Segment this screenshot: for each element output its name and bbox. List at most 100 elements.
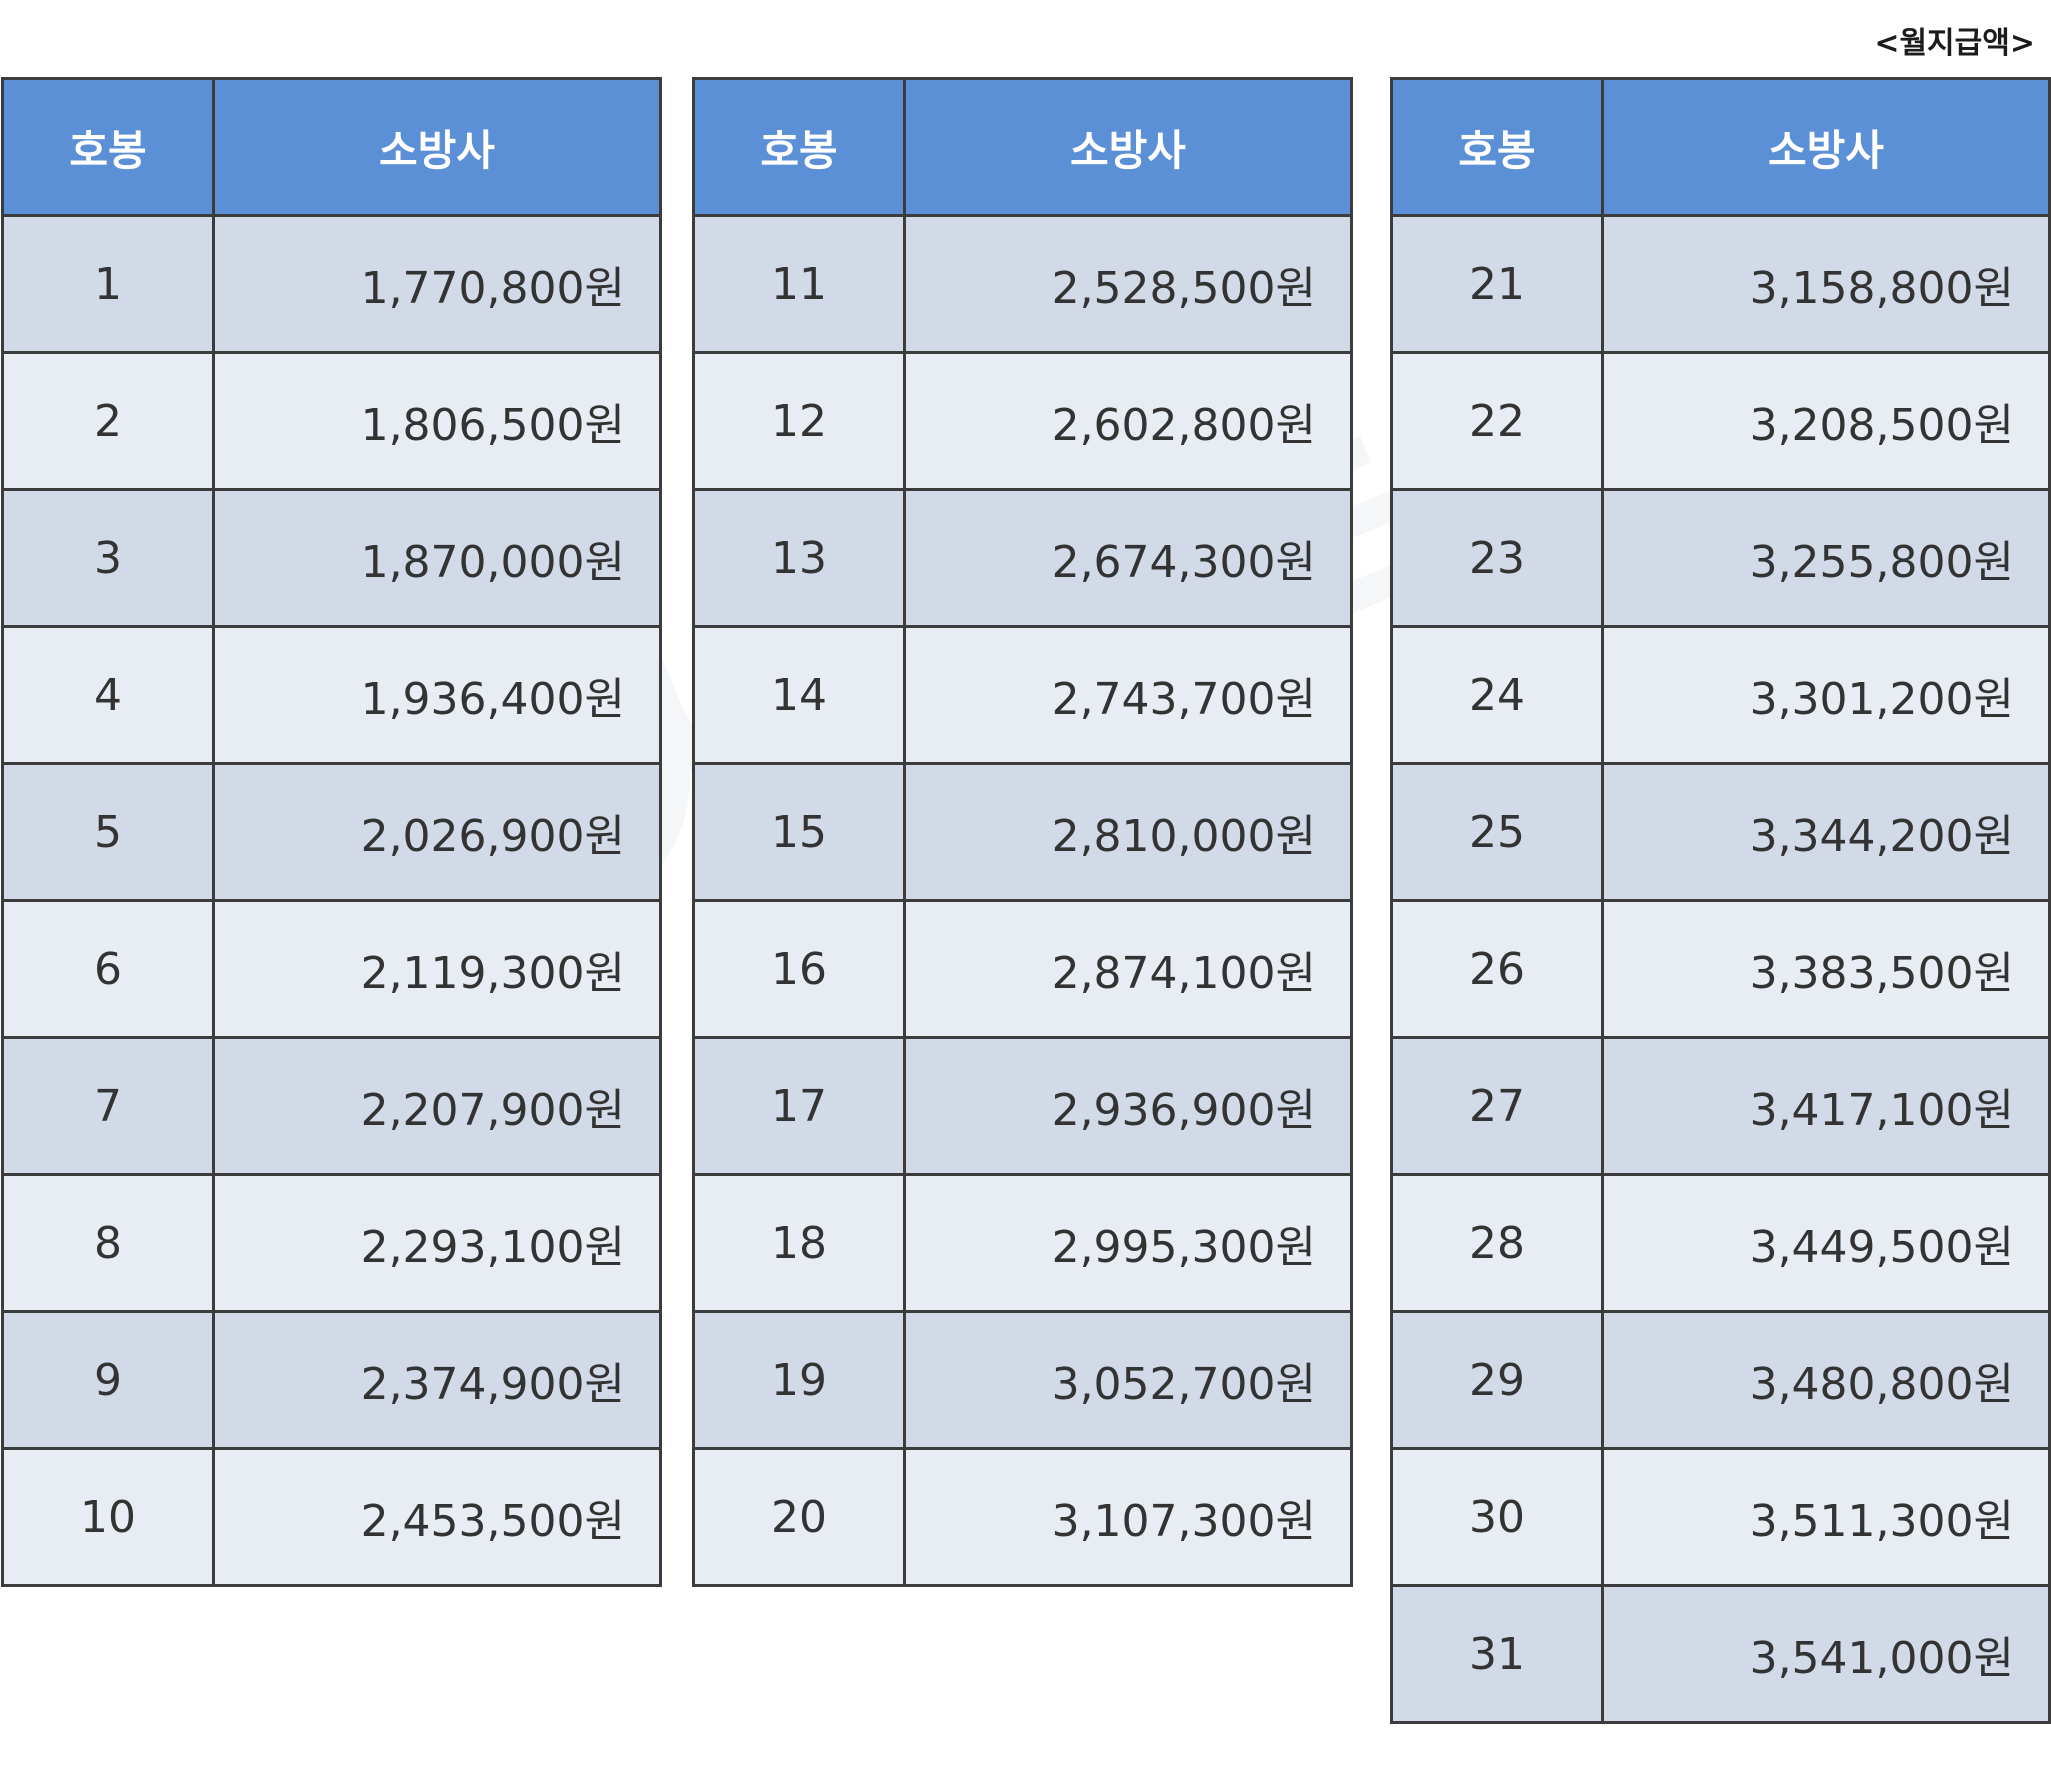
amount-cell: 3,417,100원 <box>1601 1036 2051 1176</box>
table-row: 6 2,119,300원 <box>1 899 662 1039</box>
step-cell: 16 <box>692 899 906 1039</box>
step-cell: 18 <box>692 1173 906 1313</box>
table-row: 9 2,374,900원 <box>1 1310 662 1450</box>
amount-cell: 2,743,700원 <box>903 625 1353 765</box>
step-cell: 25 <box>1390 762 1604 902</box>
table-row: 15 2,810,000원 <box>692 762 1353 902</box>
amount-cell: 2,528,500원 <box>903 214 1353 354</box>
pay-table-3: 호봉 소방사 21 3,158,800원 22 3,208,500원 23 3,255,8… <box>1390 77 2051 1724</box>
amount-cell: 3,480,800원 <box>1601 1310 2051 1450</box>
column-header-amount: 소방사 <box>212 77 662 217</box>
step-cell: 6 <box>1 899 215 1039</box>
amount-cell: 3,107,300원 <box>903 1447 1353 1587</box>
table-header-row: 호봉 소방사 <box>1 77 662 217</box>
table-row: 31 3,541,000원 <box>1390 1584 2051 1724</box>
step-cell: 4 <box>1 625 215 765</box>
amount-cell: 3,344,200원 <box>1601 762 2051 902</box>
table-row: 20 3,107,300원 <box>692 1447 1353 1587</box>
step-cell: 24 <box>1390 625 1604 765</box>
amount-cell: 3,383,500원 <box>1601 899 2051 1039</box>
amount-cell: 2,119,300원 <box>212 899 662 1039</box>
amount-cell: 2,293,100원 <box>212 1173 662 1313</box>
step-cell: 23 <box>1390 488 1604 628</box>
step-cell: 11 <box>692 214 906 354</box>
table-header-row: 호봉 소방사 <box>1390 77 2051 217</box>
step-cell: 10 <box>1 1447 215 1587</box>
step-cell: 12 <box>692 351 906 491</box>
step-cell: 31 <box>1390 1584 1604 1724</box>
step-cell: 27 <box>1390 1036 1604 1176</box>
amount-cell: 2,995,300원 <box>903 1173 1353 1313</box>
amount-cell: 3,541,000원 <box>1601 1584 2051 1724</box>
table-row: 30 3,511,300원 <box>1390 1447 2051 1587</box>
amount-cell: 3,158,800원 <box>1601 214 2051 354</box>
step-cell: 2 <box>1 351 215 491</box>
step-cell: 8 <box>1 1173 215 1313</box>
table-row: 19 3,052,700원 <box>692 1310 1353 1450</box>
step-cell: 13 <box>692 488 906 628</box>
amount-cell: 3,449,500원 <box>1601 1173 2051 1313</box>
amount-cell: 3,255,800원 <box>1601 488 2051 628</box>
amount-cell: 1,870,000원 <box>212 488 662 628</box>
amount-cell: 2,936,900원 <box>903 1036 1353 1176</box>
amount-cell: 2,026,900원 <box>212 762 662 902</box>
step-cell: 14 <box>692 625 906 765</box>
table-row: 25 3,344,200원 <box>1390 762 2051 902</box>
amount-cell: 3,511,300원 <box>1601 1447 2051 1587</box>
amount-cell: 1,770,800원 <box>212 214 662 354</box>
step-cell: 9 <box>1 1310 215 1450</box>
step-cell: 1 <box>1 214 215 354</box>
amount-cell: 2,602,800원 <box>903 351 1353 491</box>
step-cell: 19 <box>692 1310 906 1450</box>
step-cell: 21 <box>1390 214 1604 354</box>
table-row: 28 3,449,500원 <box>1390 1173 2051 1313</box>
step-cell: 22 <box>1390 351 1604 491</box>
step-cell: 7 <box>1 1036 215 1176</box>
column-header-step: 호봉 <box>1 77 215 217</box>
amount-cell: 2,453,500원 <box>212 1447 662 1587</box>
amount-cell: 3,301,200원 <box>1601 625 2051 765</box>
amount-cell: 1,936,400원 <box>212 625 662 765</box>
amount-cell: 3,052,700원 <box>903 1310 1353 1450</box>
table-row: 27 3,417,100원 <box>1390 1036 2051 1176</box>
step-cell: 15 <box>692 762 906 902</box>
amount-cell: 2,374,900원 <box>212 1310 662 1450</box>
table-row: 26 3,383,500원 <box>1390 899 2051 1039</box>
table-row: 5 2,026,900원 <box>1 762 662 902</box>
table-row: 23 3,255,800원 <box>1390 488 2051 628</box>
table-row: 4 1,936,400원 <box>1 625 662 765</box>
step-cell: 20 <box>692 1447 906 1587</box>
step-cell: 29 <box>1390 1310 1604 1450</box>
table-row: 2 1,806,500원 <box>1 351 662 491</box>
column-header-step: 호봉 <box>692 77 906 217</box>
amount-cell: 2,810,000원 <box>903 762 1353 902</box>
table-row: 10 2,453,500원 <box>1 1447 662 1587</box>
table-row: 12 2,602,800원 <box>692 351 1353 491</box>
step-cell: 30 <box>1390 1447 1604 1587</box>
step-cell: 17 <box>692 1036 906 1176</box>
table-row: 14 2,743,700원 <box>692 625 1353 765</box>
amount-cell: 1,806,500원 <box>212 351 662 491</box>
column-header-step: 호봉 <box>1390 77 1604 217</box>
step-cell: 5 <box>1 762 215 902</box>
table-row: 24 3,301,200원 <box>1390 625 2051 765</box>
table-row: 18 2,995,300원 <box>692 1173 1353 1313</box>
table-row: 8 2,293,100원 <box>1 1173 662 1313</box>
table-row: 17 2,936,900원 <box>692 1036 1353 1176</box>
step-cell: 28 <box>1390 1173 1604 1313</box>
table-row: 16 2,874,100원 <box>692 899 1353 1039</box>
column-header-amount: 소방사 <box>1601 77 2051 217</box>
column-header-amount: 소방사 <box>903 77 1353 217</box>
table-row: 21 3,158,800원 <box>1390 214 2051 354</box>
amount-cell: 2,874,100원 <box>903 899 1353 1039</box>
table-row: 11 2,528,500원 <box>692 214 1353 354</box>
pay-table-1: 호봉 소방사 1 1,770,800원 2 1,806,500원 3 1,870,000원… <box>1 77 662 1587</box>
amount-cell: 3,208,500원 <box>1601 351 2051 491</box>
table-row: 22 3,208,500원 <box>1390 351 2051 491</box>
caption-monthly-payment: <월지급액> <box>1874 26 2035 61</box>
table-row: 3 1,870,000원 <box>1 488 662 628</box>
amount-cell: 2,674,300원 <box>903 488 1353 628</box>
table-row: 13 2,674,300원 <box>692 488 1353 628</box>
amount-cell: 2,207,900원 <box>212 1036 662 1176</box>
table-row: 1 1,770,800원 <box>1 214 662 354</box>
